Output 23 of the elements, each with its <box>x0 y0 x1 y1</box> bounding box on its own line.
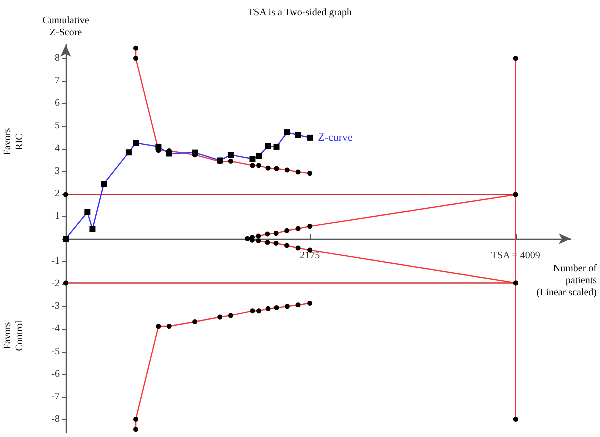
text: Favors Control <box>2 320 26 352</box>
y-axis-title: Cumulative Z-Score <box>42 16 90 38</box>
y-tick-label: -5 <box>52 346 60 358</box>
y-tick-label: -7 <box>52 391 60 402</box>
y-tick-label: 7 <box>55 76 60 87</box>
y-tick-label: 3 <box>55 166 60 177</box>
y-tick-label: 5 <box>55 120 60 132</box>
y-tick-label: 2 <box>55 188 60 200</box>
y-tick-label: -2 <box>52 278 60 290</box>
y-tick-label: 4 <box>55 143 60 154</box>
y-tick-label: -8 <box>52 414 60 425</box>
y-tick-label: 6 <box>55 98 60 110</box>
y-tick-label: -3 <box>52 301 60 312</box>
y-tick-label: 8 <box>55 53 60 64</box>
x-axis-title: Number of patients (Linear scaled) <box>536 264 598 298</box>
x-tick-label: 2175 <box>300 250 320 262</box>
y-tick-label: 1 <box>55 210 60 222</box>
y-tick-label: -4 <box>52 324 60 335</box>
y-tick-label: -6 <box>52 368 60 380</box>
chart-title: TSA is a Two-sided graph <box>248 8 352 18</box>
y-tick-label: -1 <box>52 256 60 268</box>
series-label: Z-curve <box>318 132 354 144</box>
text: Favors RIC <box>2 128 26 156</box>
